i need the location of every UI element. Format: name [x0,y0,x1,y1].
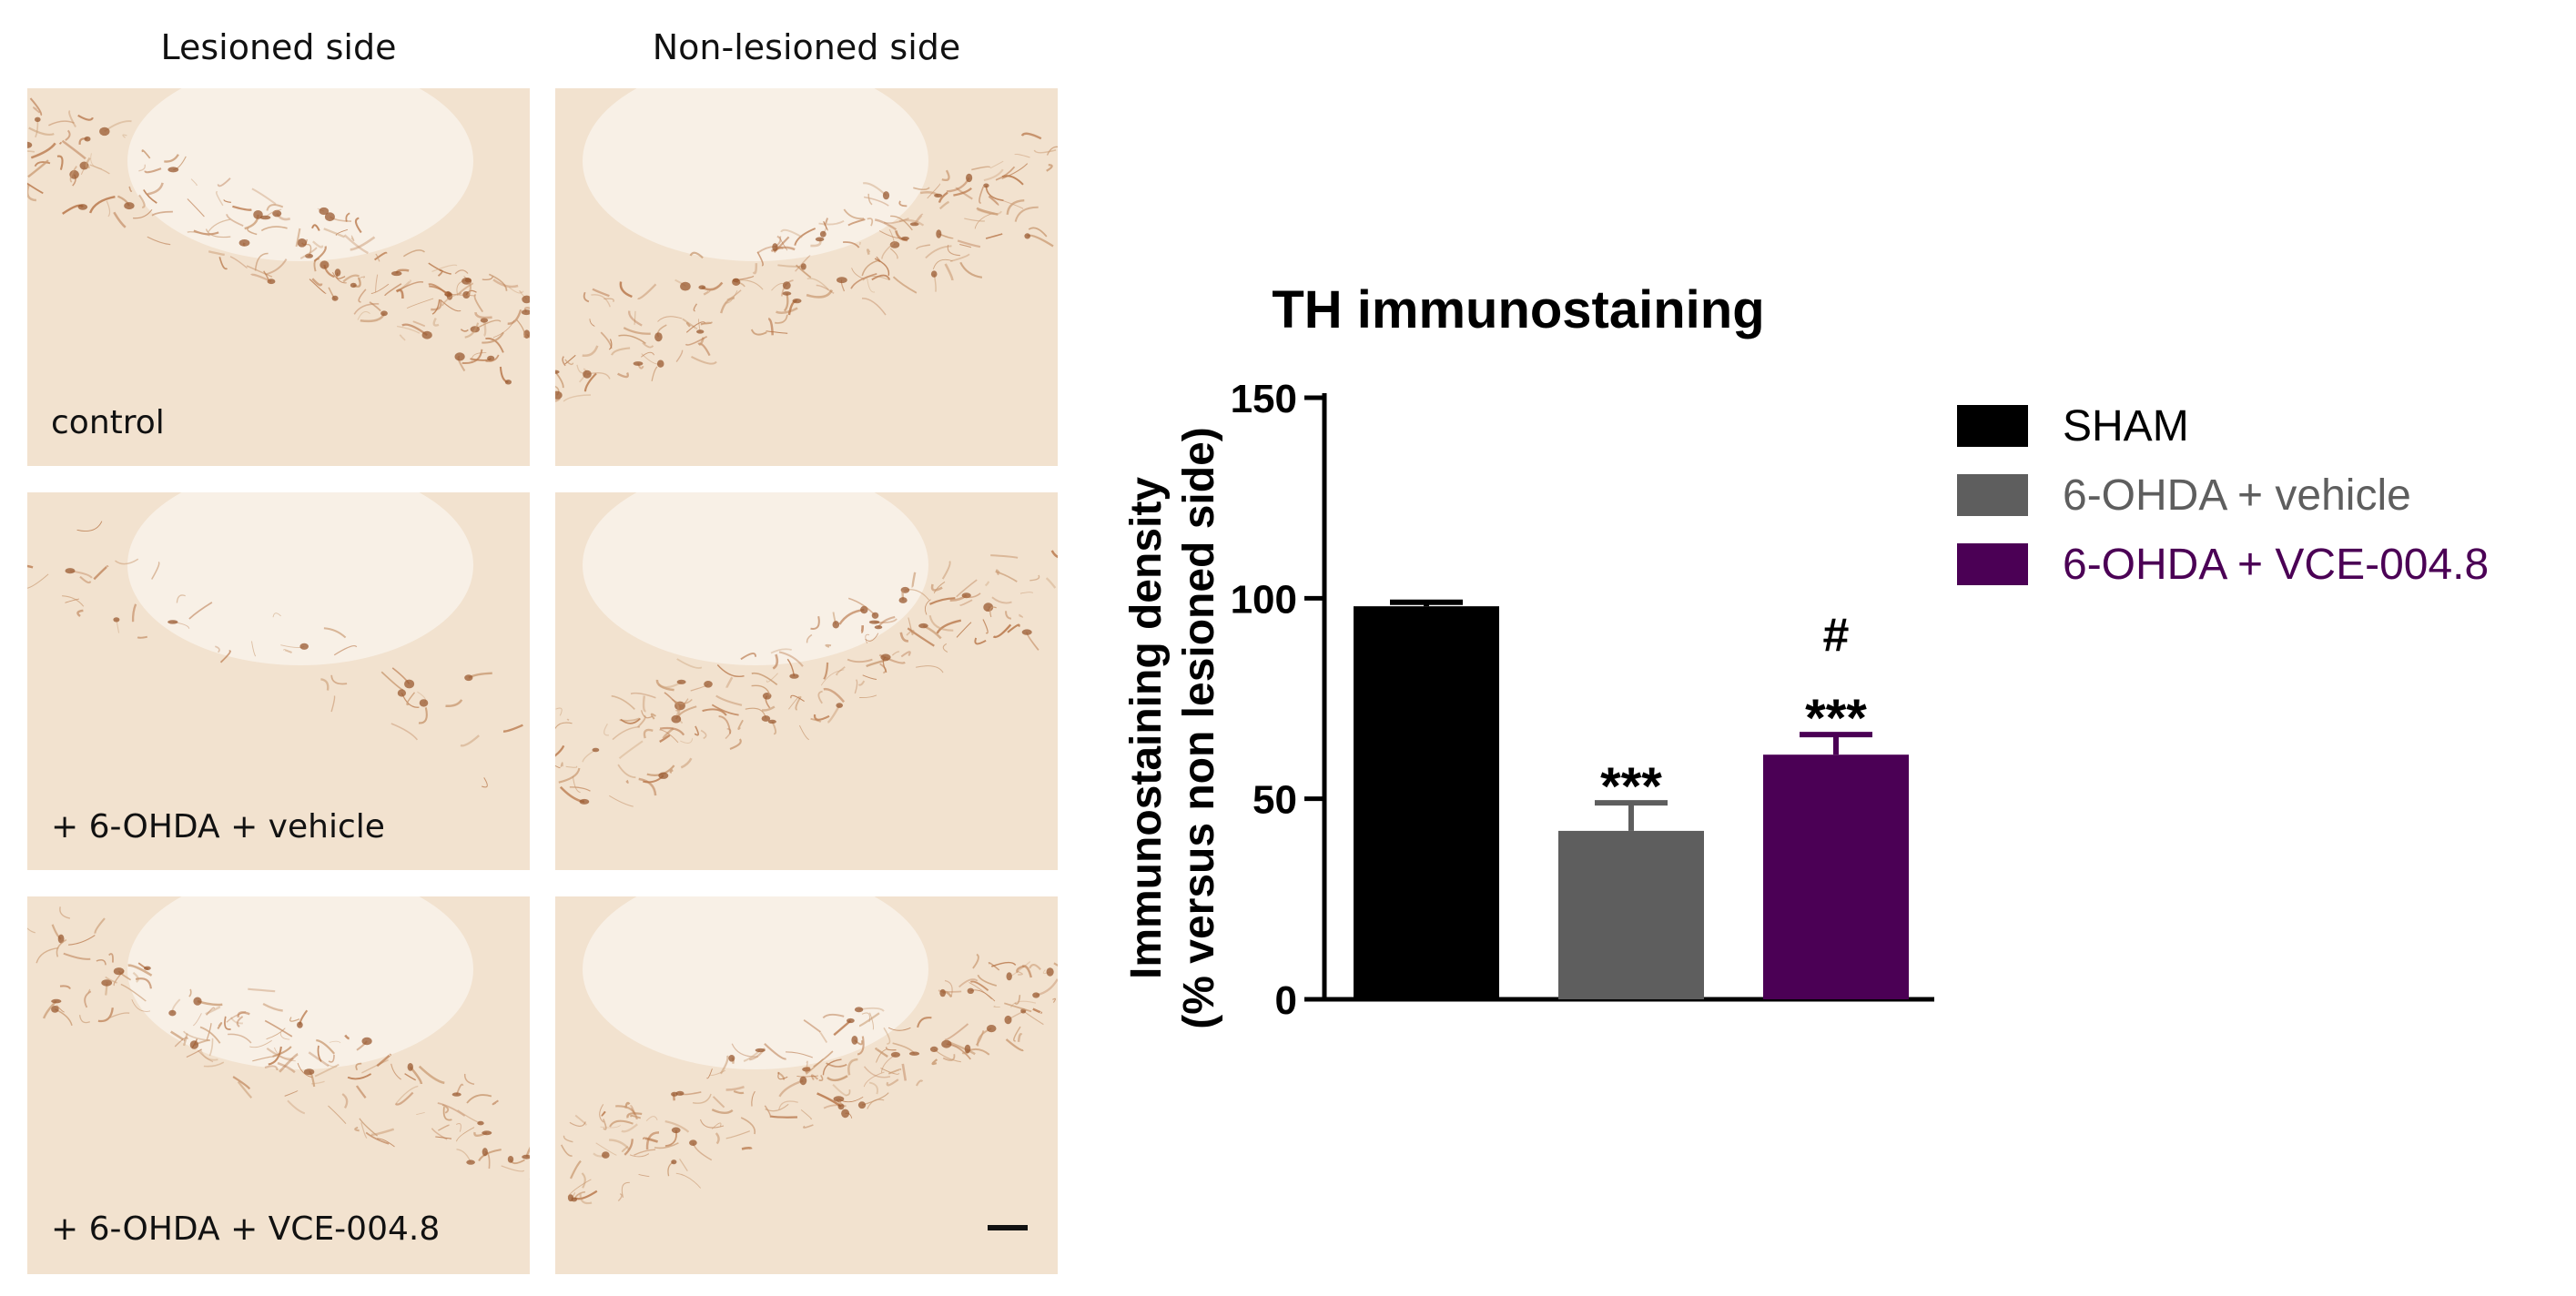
y-ticks: 0 50 100 150 [1231,377,1324,1023]
bars: *** *** # [1354,599,1909,999]
column-header-lesioned: Lesioned side [160,27,397,67]
legend-swatch-vehicle [1957,474,2028,516]
y-axis-label-line1: Immunostaining density [1122,477,1171,979]
y-tick-label: 100 [1231,577,1297,622]
legend-item-vehicle: 6-OHDA + vehicle [1957,461,2489,530]
micrograph-panel [555,492,1058,870]
micrograph-panel [27,492,530,870]
significance-stars: *** [1600,757,1662,816]
bar-0 [1354,606,1499,999]
legend-item-vce: 6-OHDA + VCE-004.8 [1957,530,2489,599]
bar-2 [1763,754,1909,999]
chart-legend: SHAM 6-OHDA + vehicle 6-OHDA + VCE-004.8 [1957,391,2489,599]
significance-hash: # [1823,609,1850,662]
legend-swatch-sham [1957,405,2028,447]
column-header-non-lesioned: Non-lesioned side [652,27,961,67]
row-label-vehicle: + 6-OHDA + vehicle [51,808,385,845]
micrograph-panel [555,88,1058,466]
chart-title: TH immunostaining [1272,280,1764,339]
bar-1 [1558,830,1704,999]
significance-stars: *** [1805,689,1867,748]
legend-label-vce: 6-OHDA + VCE-004.8 [2063,540,2490,589]
micrograph-panel [27,896,530,1274]
y-tick-label: 150 [1231,377,1297,421]
y-axis-label-line2: (% versus non lesioned side) [1175,427,1223,1029]
y-tick-label: 50 [1253,778,1297,823]
legend-item-sham: SHAM [1957,391,2489,461]
legend-label-vehicle: 6-OHDA + vehicle [2063,471,2411,520]
legend-swatch-vce [1957,543,2028,585]
micrograph-panel [555,896,1058,1274]
scale-bar [988,1225,1028,1230]
row-label-vce: + 6-OHDA + VCE-004.8 [51,1210,441,1248]
y-tick-label: 0 [1275,978,1297,1023]
micrograph-panel [27,88,530,466]
legend-label-sham: SHAM [2063,401,2189,451]
row-label-control: control [51,404,165,441]
